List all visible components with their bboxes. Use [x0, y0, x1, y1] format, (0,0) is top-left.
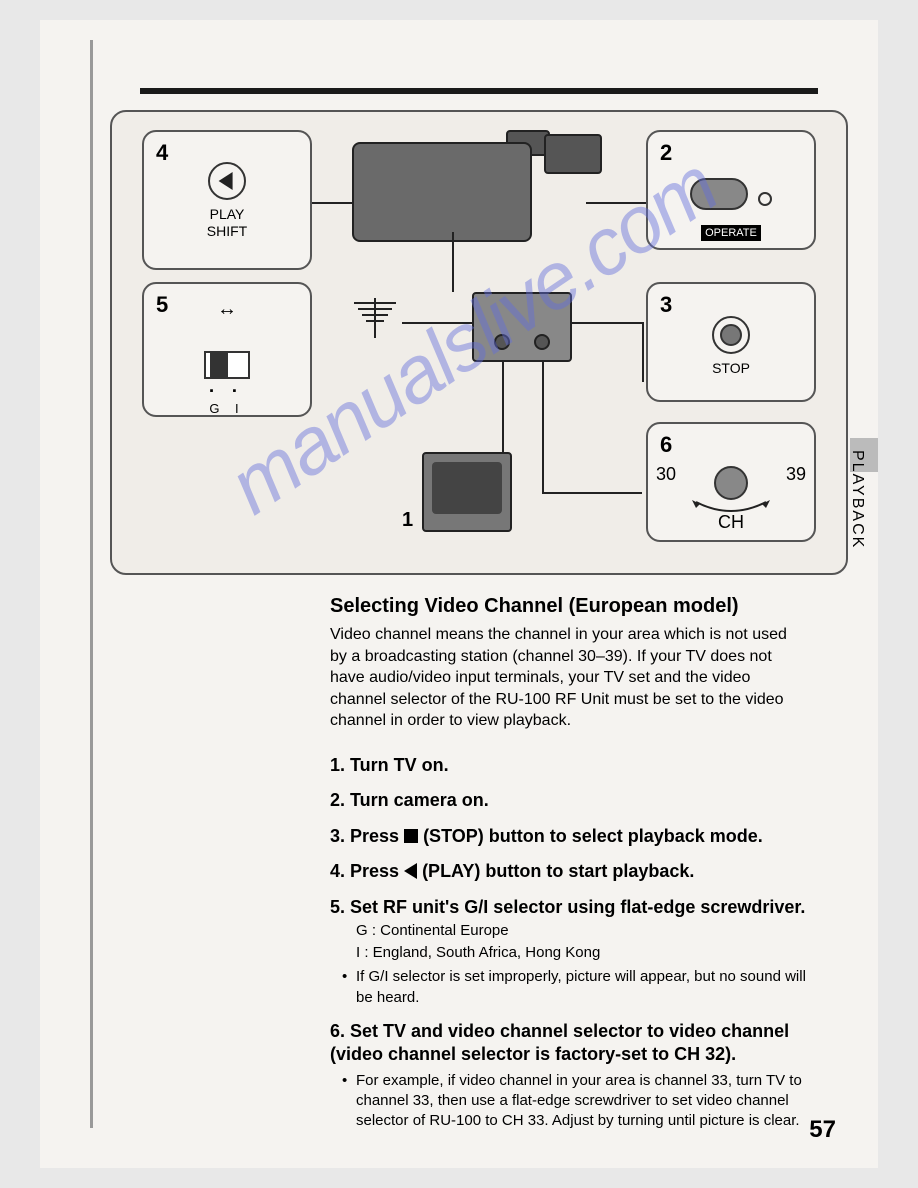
- operate-label: OPERATE: [701, 225, 761, 241]
- wire: [586, 202, 646, 204]
- gi-switch-icon: [204, 351, 250, 379]
- panel-number: 3: [660, 292, 672, 318]
- panel-stop: 3 STOP: [646, 282, 816, 402]
- switch-knob: [210, 353, 228, 377]
- step-3-suffix: (STOP) button to select playback mode.: [418, 826, 763, 846]
- rf-unit-icon: [472, 292, 572, 362]
- wire: [452, 232, 454, 292]
- wire: [642, 322, 644, 382]
- steps-list: 1. Turn TV on. 2. Turn camera on. 3. Pre…: [330, 754, 808, 1131]
- section-tab-label: PLAYBACK: [848, 450, 866, 549]
- play-label-line2: SHIFT: [152, 223, 302, 240]
- channel-knob-icon: [714, 466, 748, 500]
- step-4: 4. Press (PLAY) button to start playback…: [330, 860, 808, 883]
- step-1: 1. Turn TV on.: [330, 754, 808, 777]
- page-number: 57: [809, 1116, 836, 1144]
- antenna-icon: [350, 298, 400, 338]
- wire: [402, 322, 472, 324]
- panel-number: 2: [660, 140, 672, 166]
- step-3: 3. Press (STOP) button to select playbac…: [330, 825, 808, 848]
- double-arrow-icon: ↔: [152, 298, 302, 321]
- step-5-i-option: I : England, South Africa, Hong Kong: [356, 943, 808, 963]
- step-5-note: If G/I selector is set improperly, pictu…: [342, 967, 808, 1008]
- wire: [502, 362, 504, 452]
- text-content: Selecting Video Channel (European model)…: [110, 595, 848, 1131]
- panel-play-shift: 4 PLAY SHIFT: [142, 130, 312, 270]
- stop-inner-icon: [720, 324, 742, 346]
- gi-label: G I: [152, 401, 302, 416]
- panel-number: 4: [156, 140, 168, 166]
- panel-number: 6: [660, 432, 672, 458]
- panel-operate: 2 OPERATE: [646, 130, 816, 250]
- wire: [572, 322, 642, 324]
- wire: [312, 202, 352, 204]
- gi-ticks: ▪ ▪: [152, 385, 302, 397]
- binding-edge: [90, 40, 93, 1128]
- header-rule: [140, 88, 818, 94]
- ch-range-low: 30: [656, 464, 676, 485]
- camcorder-icon: [342, 126, 602, 256]
- manual-page: 4 PLAY SHIFT 5 ↔ ▪ ▪ G I 2 OPERATE: [40, 20, 878, 1168]
- step-6-note: For example, if video channel in your ar…: [342, 1071, 808, 1132]
- wire: [542, 362, 544, 492]
- play-button-icon: [208, 162, 246, 200]
- wire: [542, 492, 642, 494]
- panel-number: 5: [156, 292, 168, 318]
- step-4-suffix: (PLAY) button to start playback.: [417, 861, 694, 881]
- tv-number: 1: [402, 509, 413, 532]
- ch-label: CH: [656, 512, 806, 533]
- step-6: 6. Set TV and video channel selector to …: [330, 1020, 808, 1067]
- play-label-line1: PLAY: [152, 206, 302, 223]
- intro-paragraph: Video channel means the channel in your …: [330, 624, 808, 732]
- panel-gi-selector: 5 ↔ ▪ ▪ G I: [142, 282, 312, 417]
- indicator-led-icon: [758, 192, 772, 206]
- stop-square-icon: [404, 829, 418, 843]
- stop-label: STOP: [656, 360, 806, 376]
- stop-button-icon: [712, 316, 750, 354]
- step-2: 2. Turn camera on.: [330, 789, 808, 812]
- step-3-prefix: 3. Press: [330, 826, 404, 846]
- step-5-g-option: G : Continental Europe: [356, 921, 808, 941]
- section-title: Selecting Video Channel (European model): [330, 595, 808, 618]
- ch-range-high: 39: [786, 464, 806, 485]
- step-5: 5. Set RF unit's G/I selector using flat…: [330, 896, 808, 919]
- step-4-prefix: 4. Press: [330, 861, 404, 881]
- tv-icon: 1: [422, 452, 512, 532]
- play-triangle-icon: [219, 172, 233, 190]
- panel-channel-selector: 6 30 39 CH: [646, 422, 816, 542]
- connection-diagram: 4 PLAY SHIFT 5 ↔ ▪ ▪ G I 2 OPERATE: [110, 110, 848, 575]
- operate-button-icon: [690, 178, 748, 210]
- play-triangle-icon: [404, 863, 417, 879]
